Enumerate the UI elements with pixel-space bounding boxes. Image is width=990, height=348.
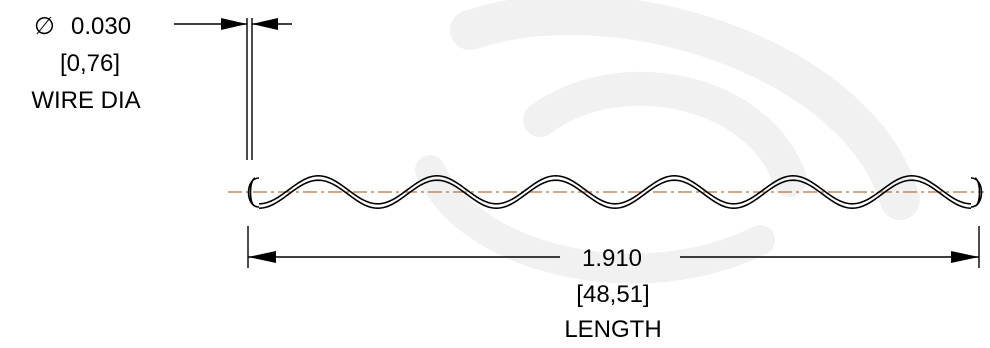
wire-dia-label: WIRE DIA xyxy=(31,87,140,114)
wire-dia-symbol: ∅ xyxy=(34,13,55,40)
spring-inner-edge xyxy=(258,179,972,210)
spring-outer-edge xyxy=(258,174,972,205)
wire-dia-value: 0.030 xyxy=(71,13,131,40)
wire-dia-arrow-left xyxy=(221,18,247,30)
watermark-logo xyxy=(415,0,920,284)
length-metric: [48,51] xyxy=(576,281,649,308)
wire-dia-arrow-right xyxy=(252,18,278,30)
wave-spring xyxy=(247,174,983,210)
length-dimension xyxy=(247,226,980,268)
length-arrow-right xyxy=(951,251,979,263)
length-label: LENGTH xyxy=(564,316,661,343)
wire-dia-dimension xyxy=(174,18,292,160)
spring-right-end xyxy=(970,177,983,208)
length-arrow-left xyxy=(248,251,276,263)
wire-dia-metric: [0,76] xyxy=(60,50,120,77)
length-value: 1.910 xyxy=(582,245,642,272)
spring-left-end xyxy=(247,177,260,208)
